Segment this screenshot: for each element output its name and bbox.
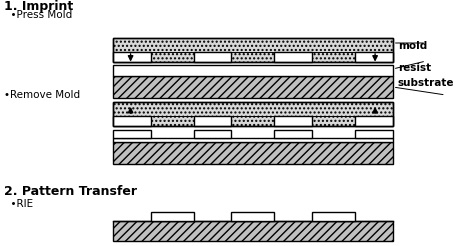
Text: •Remove Mold: •Remove Mold [4, 90, 80, 100]
Text: mold: mold [398, 41, 427, 51]
Bar [113, 76, 393, 98]
Bar [113, 102, 393, 126]
Bar [194, 130, 231, 138]
Text: •RIE: •RIE [4, 199, 33, 209]
Bar [113, 38, 393, 62]
Bar [151, 212, 194, 221]
Bar [355, 116, 393, 126]
Bar [275, 130, 312, 138]
Bar [275, 116, 312, 126]
Bar [275, 52, 312, 62]
Bar [113, 65, 393, 76]
Bar [355, 52, 393, 62]
Bar [194, 116, 231, 126]
Bar [113, 116, 151, 126]
Bar [312, 212, 355, 221]
Bar [113, 38, 393, 62]
Text: 2. Pattern Transfer: 2. Pattern Transfer [4, 185, 137, 198]
Bar [113, 138, 393, 142]
Bar [231, 212, 275, 221]
Bar [113, 130, 151, 138]
Bar [113, 102, 393, 126]
Bar [113, 142, 393, 164]
Text: substrate: substrate [398, 78, 454, 88]
Text: 1. Imprint: 1. Imprint [4, 0, 73, 13]
Bar [355, 130, 393, 138]
Bar [113, 52, 151, 62]
Text: •Press Mold: •Press Mold [4, 10, 72, 20]
Text: resist: resist [398, 63, 431, 73]
Bar [194, 52, 231, 62]
Bar [113, 221, 393, 241]
